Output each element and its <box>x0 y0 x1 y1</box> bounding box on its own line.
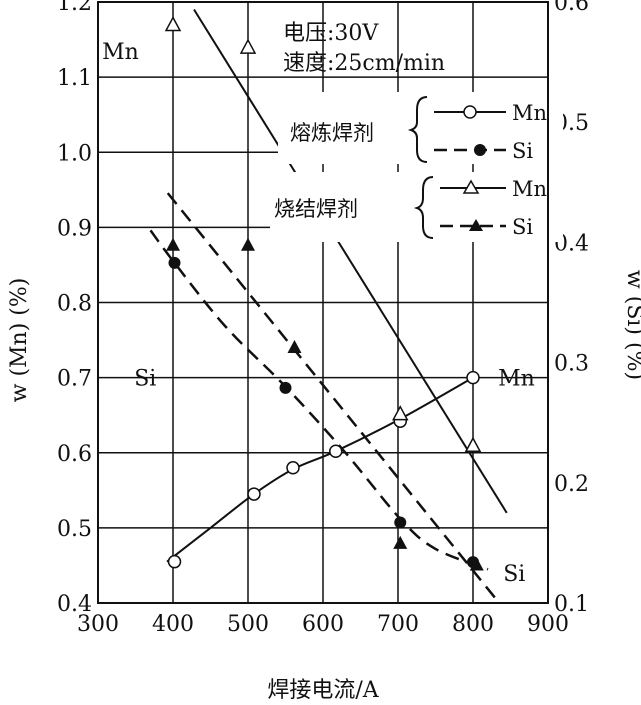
data-point-fused_si <box>394 516 407 529</box>
y-tick-label-left: 1.0 <box>57 141 92 166</box>
data-point-fused_si <box>279 381 292 394</box>
y-tick-label-left: 1.2 <box>57 0 92 16</box>
data-point-fused_mn <box>466 370 480 385</box>
data-point-fused_si <box>168 256 181 269</box>
series-line-sintered_si <box>166 192 501 604</box>
data-point-sintered_mn <box>164 15 182 32</box>
data-point-sintered_si <box>241 237 255 251</box>
x-tick-label: 300 <box>77 612 119 637</box>
series-annotation: Si <box>134 367 156 392</box>
series-annotation: Mn <box>498 367 535 392</box>
legend-mask-2 <box>270 172 563 242</box>
data-point-fused_mn <box>167 554 182 569</box>
y-tick-label-right: 0.3 <box>554 352 589 377</box>
data-point-sintered_mn <box>391 405 409 421</box>
data-point-sintered_si <box>469 557 484 571</box>
data-point-fused_mn <box>329 444 343 458</box>
y-axis-title-left: w (Mn) (%) <box>7 278 32 403</box>
legend-brace-2 <box>413 176 434 239</box>
legend: 熔炼焊剂 Mn Si 烧结焊剂 Mn Si <box>270 92 563 242</box>
annotations: Mn Si Mn Si <box>102 40 535 587</box>
legend-group-2-name: 烧结焊剂 <box>274 197 358 221</box>
y-tick-label-right: 0.6 <box>554 0 589 16</box>
y-tick-label-left: 0.4 <box>57 592 92 617</box>
data-point-sintered_si <box>166 237 180 251</box>
x-tick-label: 900 <box>527 612 569 637</box>
data-point-sintered_mn <box>239 38 257 54</box>
x-tick-label: 400 <box>152 612 194 637</box>
legend-mask-1 <box>278 92 563 164</box>
x-tick-label: 500 <box>227 612 269 637</box>
y-axis-title-right: w (Si) (%) <box>622 270 641 380</box>
legend-brace-1 <box>407 96 428 163</box>
legend-marker-sintered-si <box>469 219 483 231</box>
x-tick-label: 800 <box>452 612 494 637</box>
series-annotation: Mn <box>102 40 139 65</box>
legend-marker-fused-si <box>474 144 486 156</box>
condition-speed: 速度:25cm/min <box>283 51 445 76</box>
y-tick-label-right: 0.1 <box>554 592 589 617</box>
y-tick-label-left: 0.5 <box>57 517 92 542</box>
data-point-sintered_si <box>393 535 408 549</box>
series-line-fused_mn <box>166 376 474 563</box>
legend-label-fused-mn: Mn <box>512 101 547 125</box>
series-annotation: Si <box>503 562 525 587</box>
legend-marker-fused-mn <box>463 105 477 119</box>
legend-label-sintered-si: Si <box>512 215 533 239</box>
condition-voltage: 电压:30V <box>283 21 379 46</box>
y-tick-label-right: 0.2 <box>554 472 589 497</box>
plot-frame <box>97 1 549 604</box>
y-tick-label-left: 0.6 <box>57 442 92 467</box>
tick-labels: 300 400 500 600 700 800 900 0.4 0.5 0.6 0.7 0.8 0.9 1… <box>57 0 589 637</box>
x-axis-title: 焊接电流/A <box>267 678 379 703</box>
legend-marker-sintered-mn <box>462 179 480 194</box>
legend-label-sintered-mn: Mn <box>512 177 547 201</box>
y-tick-label-left: 0.9 <box>57 216 92 241</box>
y-tick-label-left: 1.1 <box>57 66 92 91</box>
legend-group-1-name: 熔炼焊剂 <box>290 121 374 145</box>
x-tick-label: 700 <box>377 612 419 637</box>
y-tick-label-left: 0.8 <box>57 292 92 317</box>
series-markers <box>164 15 484 571</box>
data-point-fused_mn <box>247 487 261 501</box>
legend-label-fused-si: Si <box>512 139 533 163</box>
series-line-fused_si <box>149 229 489 571</box>
x-tick-label: 600 <box>302 612 344 637</box>
data-point-sintered_mn <box>464 436 482 452</box>
y-tick-label-left: 0.7 <box>57 367 92 392</box>
data-point-fused_mn <box>286 461 300 475</box>
series-line-sintered_mn <box>193 8 508 514</box>
data-point-sintered_si <box>287 339 302 353</box>
